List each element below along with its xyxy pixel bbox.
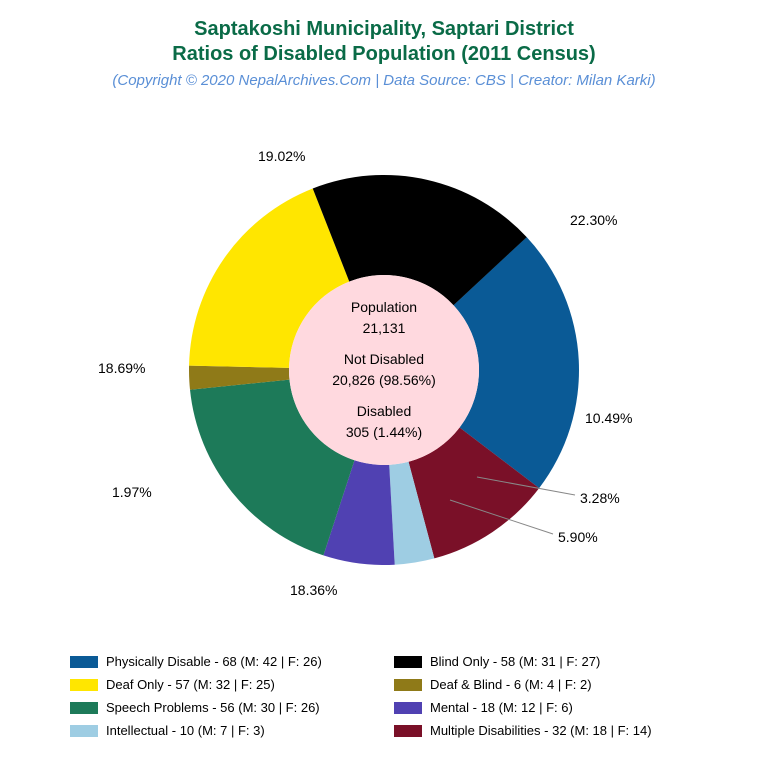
legend-label: Deaf & Blind - 6 (M: 4 | F: 2): [430, 677, 592, 692]
legend: Physically Disable - 68 (M: 42 | F: 26) B…: [70, 654, 698, 738]
legend-label: Deaf Only - 57 (M: 32 | F: 25): [106, 677, 275, 692]
donut-center: Population21,131 Not Disabled20,826 (98.5…: [289, 275, 479, 465]
legend-swatch: [394, 656, 422, 668]
legend-item: Multiple Disabilities - 32 (M: 18 | F: 1…: [394, 723, 698, 738]
slice-percent-label: 10.49%: [585, 410, 632, 426]
legend-swatch: [70, 725, 98, 737]
center-stat: Not Disabled20,826 (98.56%): [332, 349, 436, 391]
legend-swatch: [70, 656, 98, 668]
donut-chart: Population21,131 Not Disabled20,826 (98.5…: [144, 130, 624, 610]
center-stat: Disabled305 (1.44%): [346, 401, 422, 443]
legend-swatch: [70, 702, 98, 714]
legend-label: Speech Problems - 56 (M: 30 | F: 26): [106, 700, 320, 715]
slice-percent-label: 18.36%: [290, 582, 337, 598]
legend-item: Physically Disable - 68 (M: 42 | F: 26): [70, 654, 374, 669]
slice-percent-label: 18.69%: [98, 360, 145, 376]
slice-percent-label: 22.30%: [570, 212, 617, 228]
center-stat: Population21,131: [351, 297, 417, 339]
legend-item: Intellectual - 10 (M: 7 | F: 3): [70, 723, 374, 738]
legend-item: Deaf Only - 57 (M: 32 | F: 25): [70, 677, 374, 692]
legend-label: Physically Disable - 68 (M: 42 | F: 26): [106, 654, 322, 669]
legend-item: Deaf & Blind - 6 (M: 4 | F: 2): [394, 677, 698, 692]
legend-swatch: [394, 679, 422, 691]
legend-swatch: [394, 702, 422, 714]
legend-label: Mental - 18 (M: 12 | F: 6): [430, 700, 573, 715]
legend-swatch: [70, 679, 98, 691]
legend-swatch: [394, 725, 422, 737]
slice-percent-label: 19.02%: [258, 148, 305, 164]
legend-label: Blind Only - 58 (M: 31 | F: 27): [430, 654, 600, 669]
legend-item: Speech Problems - 56 (M: 30 | F: 26): [70, 700, 374, 715]
slice-percent-label: 1.97%: [112, 484, 152, 500]
slice-percent-label: 3.28%: [580, 490, 620, 506]
slice-percent-label: 5.90%: [558, 529, 598, 545]
legend-label: Intellectual - 10 (M: 7 | F: 3): [106, 723, 265, 738]
legend-item: Blind Only - 58 (M: 31 | F: 27): [394, 654, 698, 669]
title-line2: Ratios of Disabled Population (2011 Cens…: [0, 43, 768, 66]
chart-title: Saptakoshi Municipality, Saptari Distric…: [0, 0, 768, 66]
chart-subtitle: (Copyright © 2020 NepalArchives.Com | Da…: [0, 72, 768, 89]
legend-label: Multiple Disabilities - 32 (M: 18 | F: 1…: [430, 723, 652, 738]
legend-item: Mental - 18 (M: 12 | F: 6): [394, 700, 698, 715]
title-line1: Saptakoshi Municipality, Saptari Distric…: [0, 18, 768, 41]
chart-container: Saptakoshi Municipality, Saptari Distric…: [0, 0, 768, 768]
